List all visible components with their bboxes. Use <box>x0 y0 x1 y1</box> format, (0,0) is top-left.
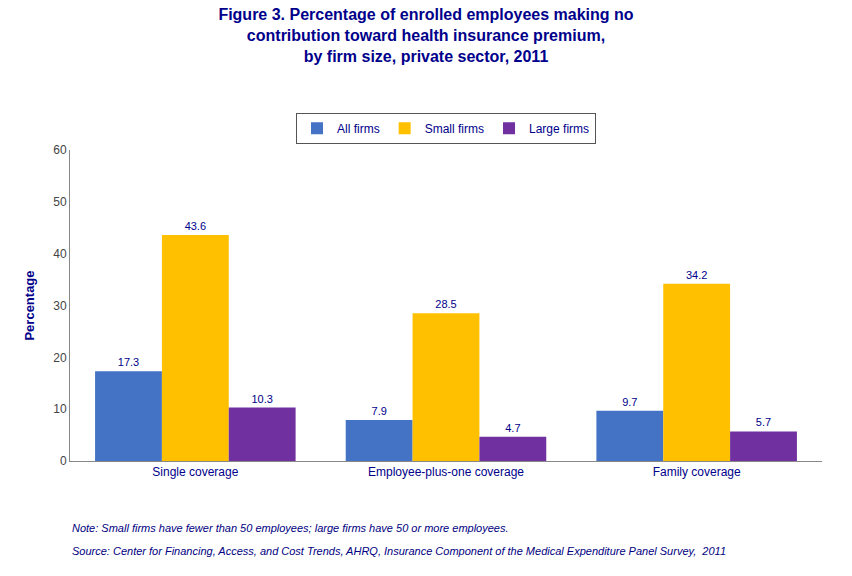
svg-text:28.5: 28.5 <box>435 298 456 310</box>
svg-text:5.7: 5.7 <box>756 416 771 428</box>
svg-text:60: 60 <box>53 143 67 157</box>
svg-text:Large firms: Large firms <box>529 122 589 136</box>
svg-text:Figure 3. Percentage of enroll: Figure 3. Percentage of enrolled employe… <box>218 6 633 65</box>
svg-text:40: 40 <box>53 247 67 261</box>
svg-text:Small firms: Small firms <box>425 122 484 136</box>
svg-text:0: 0 <box>60 454 67 468</box>
svg-text:Single coverage: Single coverage <box>152 465 238 479</box>
svg-text:Note: Small firms have fewer t: Note: Small firms have fewer than 50 emp… <box>72 522 509 534</box>
svg-text:10: 10 <box>53 402 67 416</box>
svg-text:30: 30 <box>53 299 67 313</box>
svg-text:Employee-plus-one coverage: Employee-plus-one coverage <box>368 465 524 479</box>
svg-text:4.7: 4.7 <box>505 422 520 434</box>
svg-text:50: 50 <box>53 195 67 209</box>
svg-text:Percentage: Percentage <box>22 270 37 340</box>
svg-text:9.7: 9.7 <box>622 396 637 408</box>
svg-text:All firms: All firms <box>337 122 380 136</box>
svg-text:34.2: 34.2 <box>686 269 707 281</box>
svg-text:17.3: 17.3 <box>118 356 139 368</box>
svg-text:43.6: 43.6 <box>185 220 206 232</box>
svg-text:10.3: 10.3 <box>251 393 272 405</box>
svg-text:7.9: 7.9 <box>372 405 387 417</box>
svg-text:Source: Center for Financing,: Source: Center for Financing, Access, an… <box>72 545 726 557</box>
svg-text:Family coverage: Family coverage <box>653 465 741 479</box>
svg-text:20: 20 <box>53 351 67 365</box>
